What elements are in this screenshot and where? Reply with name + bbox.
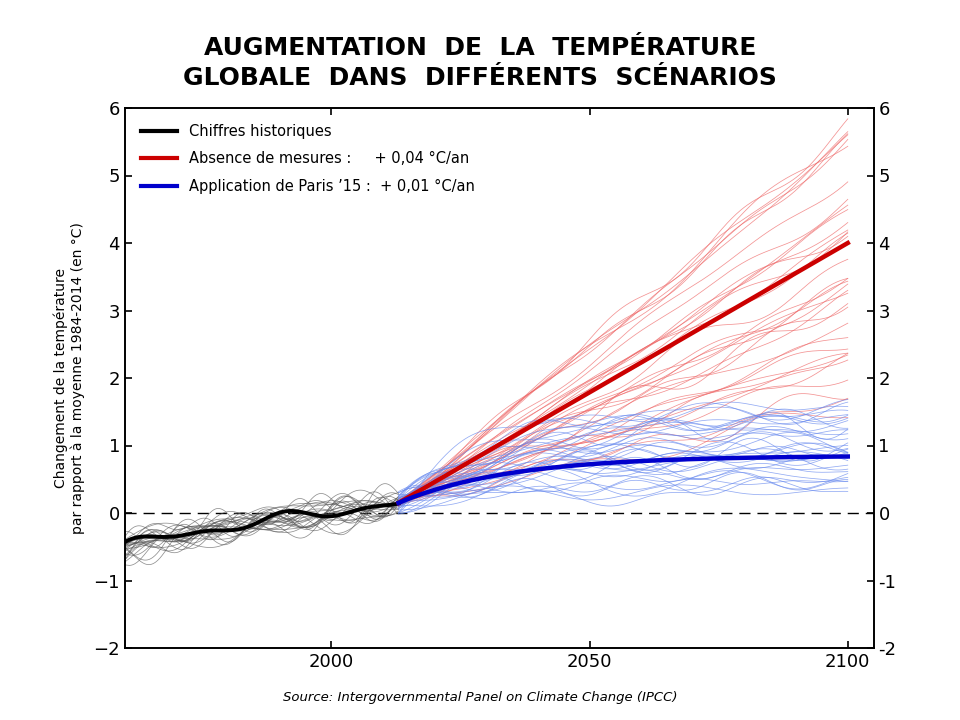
Y-axis label: Changement de la température
par rapport à la moyenne 1984-2014 (en °C): Changement de la température par rapport…: [54, 222, 85, 534]
Legend: Chiffres historiques, Absence de mesures :     + 0,04 °C/an, Application de Pari: Chiffres historiques, Absence de mesures…: [133, 117, 482, 201]
Text: AUGMENTATION  DE  LA  TEMPÉRATURE
GLOBALE  DANS  DIFFÉRENTS  SCÉNARIOS: AUGMENTATION DE LA TEMPÉRATURE GLOBALE D…: [183, 36, 777, 90]
Text: Source: Intergovernmental Panel on Climate Change (IPCC): Source: Intergovernmental Panel on Clima…: [283, 691, 677, 704]
